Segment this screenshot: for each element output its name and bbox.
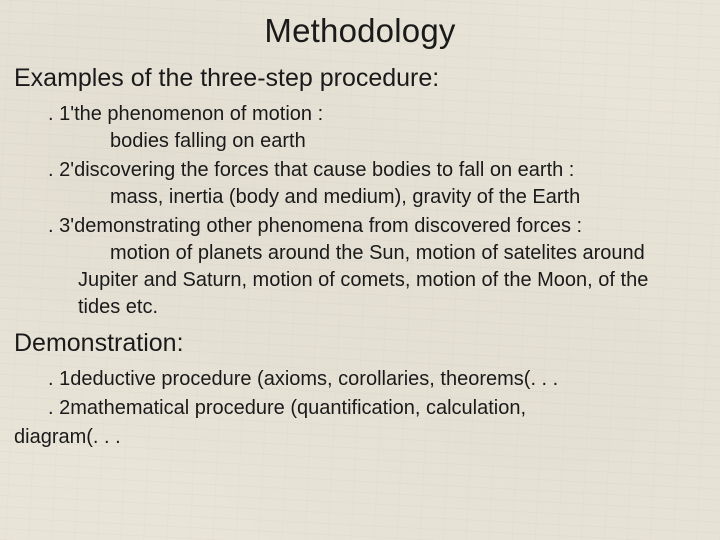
demonstration-list: . 1deductive procedure (axioms, corollar… [48, 366, 706, 451]
list-item-sub: bodies falling on earth [110, 128, 706, 155]
list-item: . 1'the phenomenon of motion : bodies fa… [48, 101, 706, 155]
list-item-text: deductive procedure (axioms, corollaries… [70, 368, 558, 390]
list-item: . 3'demonstrating other phenomena from d… [48, 213, 706, 321]
list-item-text: 'discovering the forces that cause bodie… [70, 159, 574, 181]
section-heading-examples: Examples of the three-step procedure: [14, 64, 706, 93]
list-item-text: mathematical procedure (quantification, … [70, 397, 526, 419]
slide-title: Methodology [14, 12, 706, 50]
list-item-sub: motion of planets around the Sun, motion… [78, 240, 706, 321]
list-marker: . 1 [48, 103, 70, 125]
list-item-continuation: diagram(. . . [14, 424, 706, 451]
list-item: . 2'discovering the forces that cause bo… [48, 157, 706, 211]
list-marker: . 3 [48, 215, 70, 237]
examples-list: . 1'the phenomenon of motion : bodies fa… [48, 101, 706, 321]
list-item: . 1deductive procedure (axioms, corollar… [48, 366, 706, 393]
list-marker: . 2 [48, 159, 70, 181]
list-item-head: . 1'the phenomenon of motion : [48, 101, 706, 128]
list-item-head: . 2'discovering the forces that cause bo… [48, 157, 706, 184]
section-heading-demonstration: Demonstration: [14, 329, 706, 358]
list-item-sub-text: motion of planets around the Sun, motion… [78, 242, 648, 318]
list-item: . 2mathematical procedure (quantificatio… [48, 395, 706, 422]
list-item-text: 'the phenomenon of motion : [70, 103, 323, 125]
list-item-head: . 3'demonstrating other phenomena from d… [48, 213, 706, 240]
list-marker: . 2 [48, 397, 70, 419]
slide: Methodology Examples of the three-step p… [0, 0, 720, 540]
list-marker: . 1 [48, 368, 70, 390]
list-item-sub: mass, inertia (body and medium), gravity… [110, 184, 706, 211]
list-item-text: 'demonstrating other phenomena from disc… [70, 215, 582, 237]
